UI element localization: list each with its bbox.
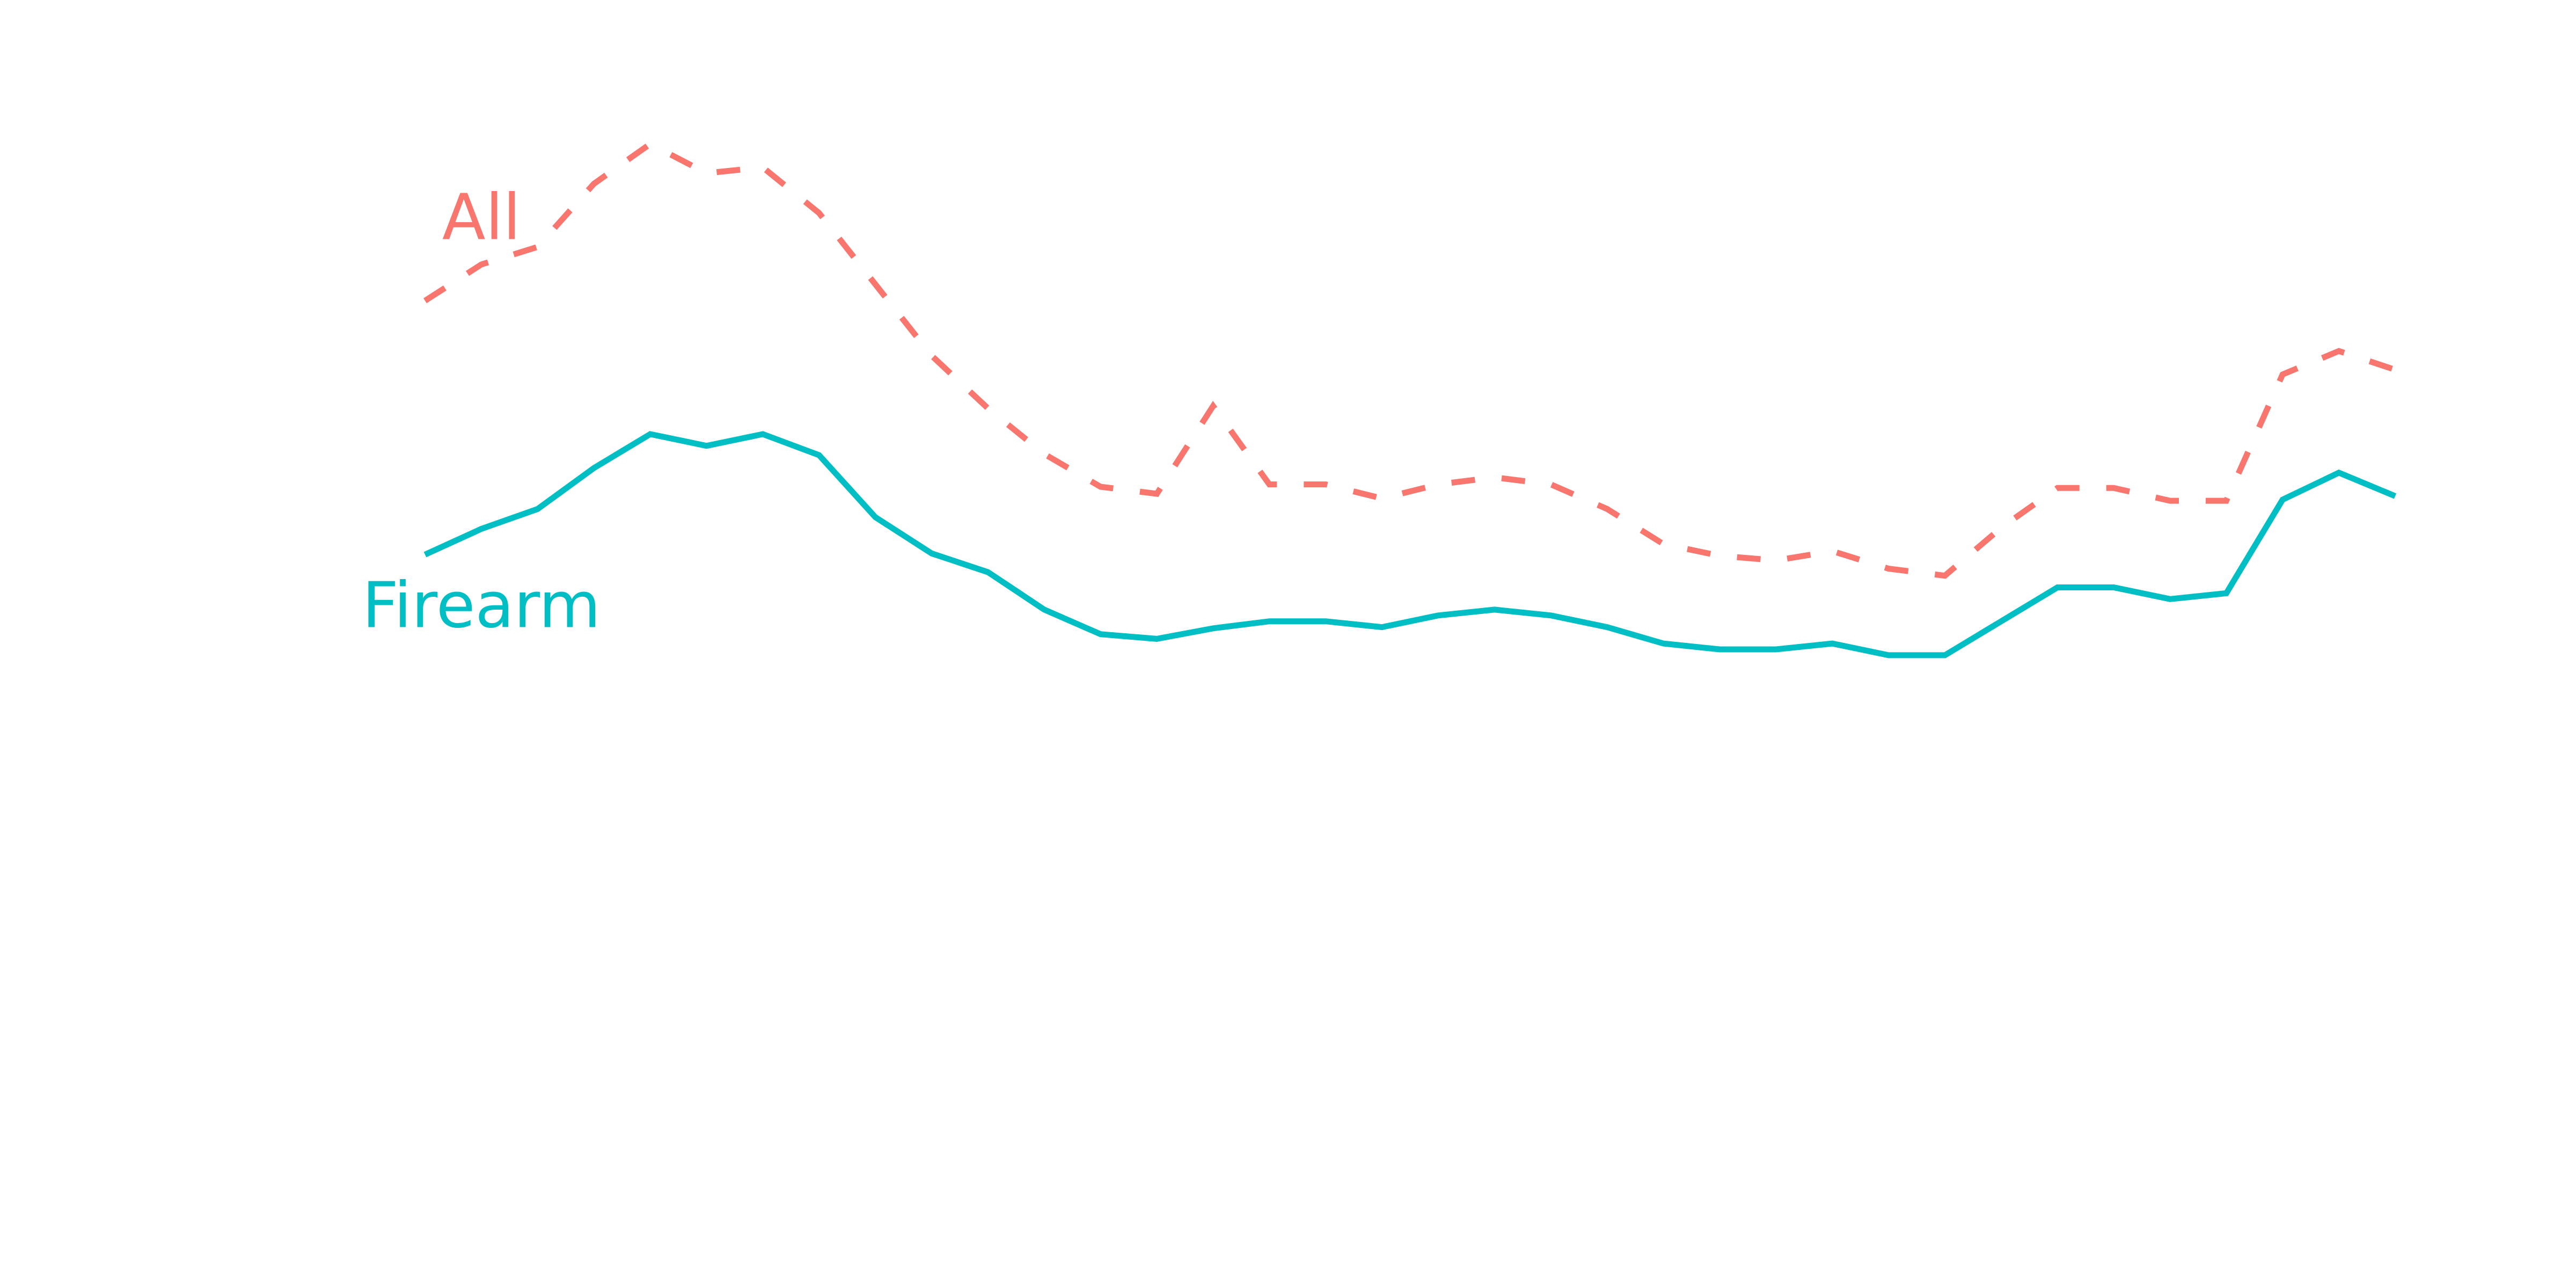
series-label-layer: All Firearm: [362, 180, 601, 642]
series-label-firearm: Firearm: [362, 568, 601, 642]
series-layer: [423, 140, 2397, 658]
series-line-all: [423, 140, 2396, 579]
series-label-all: All: [442, 180, 521, 254]
series-line-firearm: [423, 431, 2397, 658]
